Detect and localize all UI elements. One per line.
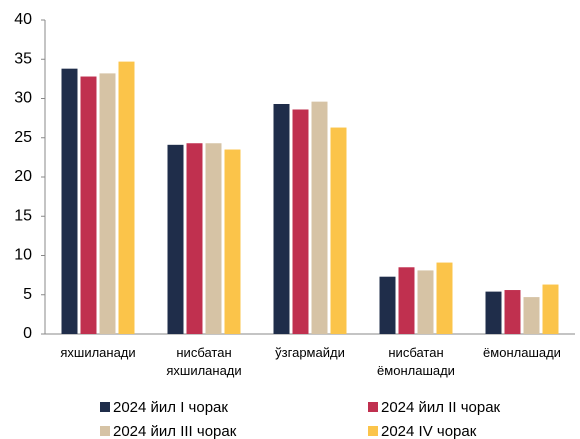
legend-label: 2024 IV чорак — [381, 423, 477, 439]
bar — [417, 270, 434, 334]
y-tick-label: 25 — [14, 129, 32, 146]
legend-swatch — [368, 402, 378, 412]
bar — [523, 297, 540, 334]
bar — [273, 103, 290, 335]
y-tick-label: 20 — [14, 168, 32, 185]
legend-label: 2024 йил I чорак — [113, 399, 228, 416]
legend-swatch — [368, 426, 378, 436]
bar — [436, 262, 453, 334]
bar — [379, 276, 396, 334]
x-tick-label: нисбатан ёмонлашади — [377, 345, 455, 378]
y-tick-label: 10 — [14, 247, 32, 264]
legend-swatch — [100, 402, 110, 412]
y-tick-label: 5 — [23, 286, 32, 303]
bar — [118, 61, 135, 334]
legend-swatch — [100, 426, 110, 436]
bar — [485, 291, 502, 334]
x-tick-label: яхшиланади — [60, 345, 135, 360]
x-tick-label: ёмонлашади — [483, 345, 561, 360]
bar — [311, 101, 328, 334]
bar — [205, 143, 222, 334]
x-tick-label: нисбатан яхшиланади — [166, 345, 241, 378]
bar — [80, 76, 97, 335]
bar — [292, 109, 309, 335]
y-tick-label: 15 — [14, 207, 32, 224]
y-tick-label: 35 — [14, 50, 32, 67]
legend-label: 2024 йил II чорак — [381, 399, 501, 416]
y-tick-label: 0 — [23, 325, 32, 342]
bar — [167, 144, 184, 334]
x-tick-label: ўзгармайди — [275, 345, 345, 360]
y-tick-label: 40 — [14, 11, 32, 28]
bar — [224, 149, 241, 334]
bar — [542, 284, 559, 334]
bar — [504, 290, 521, 334]
bar — [61, 68, 78, 335]
bar — [186, 143, 203, 334]
bar — [330, 127, 347, 334]
bar — [99, 73, 116, 334]
bar — [398, 267, 415, 334]
legend-label: 2024 йил III чорак — [113, 423, 237, 439]
y-tick-label: 30 — [14, 90, 32, 107]
